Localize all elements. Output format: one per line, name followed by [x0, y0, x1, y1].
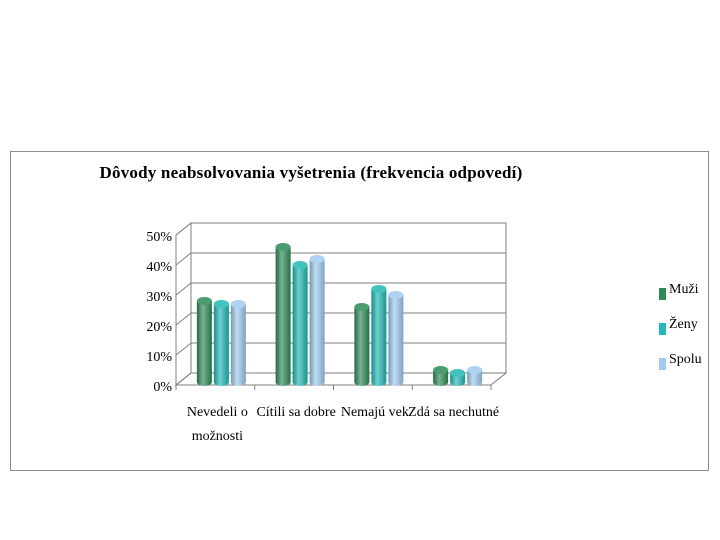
bar [292, 261, 308, 386]
legend-swatch [659, 358, 666, 370]
bar-body [433, 370, 449, 386]
y-tick-label: 40% [146, 260, 172, 275]
bar-top [230, 300, 246, 308]
bar [371, 285, 387, 386]
legend-swatch [659, 288, 666, 300]
bar-top [275, 243, 291, 251]
bar-top [371, 285, 387, 293]
legend-label: Ženy [669, 317, 698, 332]
bar-top [309, 255, 325, 263]
bar [213, 300, 229, 386]
gridline-depth [175, 252, 192, 266]
gridline-depth [175, 282, 192, 296]
bar-top [433, 366, 449, 374]
y-tick-label: 50% [146, 230, 172, 245]
bar [450, 369, 466, 386]
legend-label: Spolu [669, 352, 702, 367]
bar-top [213, 300, 229, 308]
bar-body [371, 289, 387, 386]
bar-body [230, 304, 246, 386]
bar-body [354, 307, 370, 386]
x-category-label: Cítili sa dobre [256, 405, 335, 420]
bar [196, 297, 212, 386]
bar-top [354, 303, 370, 311]
bar [275, 243, 291, 386]
bar [433, 366, 449, 386]
y-tick-label: 30% [146, 290, 172, 305]
chart-title: Dôvody neabsolvovania vyšetrenia (frekve… [99, 163, 523, 182]
legend-swatch [659, 323, 666, 335]
bar-top [292, 261, 308, 269]
bar [230, 300, 246, 386]
gridline-depth [175, 342, 192, 356]
bar-body [196, 301, 212, 386]
bar-top [450, 369, 466, 377]
side-wall [175, 221, 192, 387]
bar-top [467, 366, 483, 374]
bar-top [196, 297, 212, 305]
gridline-depth [175, 372, 192, 386]
gridline-depth [175, 222, 192, 236]
bar-body [388, 295, 404, 386]
y-tick-label: 10% [146, 350, 172, 365]
bar-top [388, 291, 404, 299]
x-category-label: Nevedeli o možnosti [187, 405, 248, 444]
bar-body [213, 304, 229, 386]
x-category-label: Nemajú vek [341, 405, 409, 420]
bar [309, 255, 325, 386]
plot-area: 0% 10% 20% 30% 40% 50% Nevedeli o možnosti Cítil… [146, 221, 508, 444]
legend-label: Muži [669, 282, 699, 297]
bar [467, 366, 483, 386]
gridline-depth [175, 312, 192, 326]
y-tick-label: 0% [153, 380, 172, 395]
bar-body [309, 259, 325, 386]
bar-body [292, 265, 308, 386]
bar-body [467, 370, 483, 386]
bar [388, 291, 404, 386]
bar [354, 303, 370, 386]
y-tick-label: 20% [146, 320, 172, 335]
chart-frame: Dôvody neabsolvovania vyšetrenia (frekve… [10, 151, 709, 471]
x-category-label: Zdá sa nechutné [408, 405, 499, 420]
bar-body [275, 247, 291, 386]
